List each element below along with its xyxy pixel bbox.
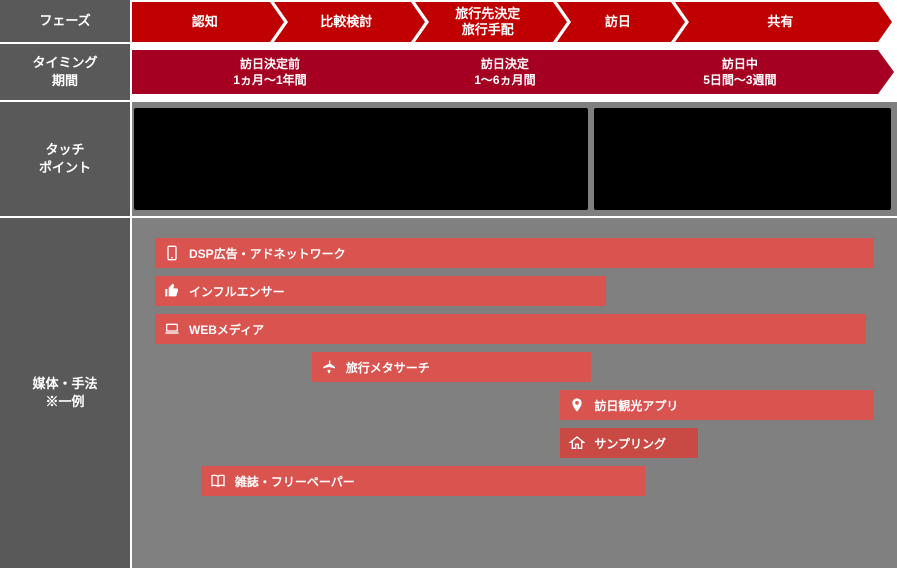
phase-2: 旅行先決定 旅行手配 [415, 2, 553, 42]
touch-box-1 [594, 108, 891, 210]
media-bar-webmedia: WEBメディア [155, 314, 866, 344]
media-bar-dsp: DSP広告・アドネットワーク [155, 238, 874, 268]
row-label-touch-text: タッチ ポイント [39, 141, 91, 177]
mappin-icon [568, 396, 586, 414]
media-bar-sampling: サンプリング [560, 428, 698, 458]
media-bar-tourapp: 訪日観光アプリ [560, 390, 874, 420]
media-row: DSP広告・アドネットワークインフルエンサー WEBメディア旅行メタサーチ訪日観光… [132, 218, 897, 568]
timing-bar: 訪日決定前1ヵ月～1年間訪日決定1～6ヵ月間訪日中5日間～3週間 [132, 50, 878, 94]
row-label-media: 媒体・手法 ※一例 [0, 218, 132, 568]
timing-row: 訪日決定前1ヵ月～1年間訪日決定1～6ヵ月間訪日中5日間～3週間 [132, 44, 897, 102]
row-label-timing: タイミング 期間 [0, 44, 132, 102]
plane-icon [320, 358, 338, 376]
phase-0: 認知 [132, 2, 270, 42]
touch-row [132, 102, 897, 218]
timing-sub-1: 1～6ヵ月間 [474, 72, 535, 88]
row-label-media-text: 媒体・手法 ※一例 [32, 375, 97, 411]
touch-box-0 [134, 108, 588, 210]
media-bar-label-dsp: DSP広告・アドネットワーク [189, 245, 346, 262]
house-icon [568, 434, 586, 452]
phone-icon [163, 244, 181, 262]
row-label-phase-text: フェーズ [39, 12, 90, 30]
phase-label-4: 共有 [753, 14, 799, 30]
laptop-icon [163, 320, 181, 338]
phase-label-1: 比較検討 [306, 14, 378, 30]
timing-sub-2: 5日間～3週間 [703, 72, 776, 88]
phase-1: 比較検討 [274, 2, 412, 42]
phase-label-0: 認知 [178, 14, 224, 30]
media-bar-label-influencer: インフルエンサー [189, 283, 285, 300]
media-bar-label-magazine: 雑誌・フリーペーパー [235, 473, 355, 490]
thumb-icon [163, 282, 181, 300]
phase-label-3: 訪日 [591, 14, 637, 30]
media-bar-magazine: 雑誌・フリーペーパー [201, 466, 645, 496]
media-bar-influencer: インフルエンサー [155, 276, 606, 306]
media-bar-label-webmedia: WEBメディア [189, 321, 264, 338]
row-label-touch: タッチ ポイント [0, 102, 132, 218]
timing-sub-0: 1ヵ月～1年間 [233, 72, 306, 88]
media-bar-metasearch: 旅行メタサーチ [312, 352, 591, 382]
media-bar-label-tourapp: 訪日観光アプリ [594, 397, 678, 414]
row-label-timing-text: タイミング 期間 [32, 54, 97, 90]
timing-title-2: 訪日中 [722, 56, 758, 72]
timing-seg-1: 訪日決定1～6ヵ月間 [408, 50, 602, 94]
timing-title-0: 訪日決定前 [240, 56, 300, 72]
row-label-phase: フェーズ [0, 0, 132, 44]
phase-3: 訪日 [557, 2, 672, 42]
media-bar-label-sampling: サンプリング [594, 435, 666, 452]
book-icon [209, 472, 227, 490]
timing-seg-2: 訪日中5日間～3週間 [602, 50, 878, 94]
phase-label-2: 旅行先決定 旅行手配 [441, 6, 526, 37]
timing-title-1: 訪日決定 [481, 56, 529, 72]
timing-seg-0: 訪日決定前1ヵ月～1年間 [132, 50, 408, 94]
phase-row: 認知 比較検討 旅行先決定 旅行手配 訪日 共有 [132, 0, 897, 44]
phase-4: 共有 [675, 2, 878, 42]
media-bar-label-metasearch: 旅行メタサーチ [346, 359, 430, 376]
